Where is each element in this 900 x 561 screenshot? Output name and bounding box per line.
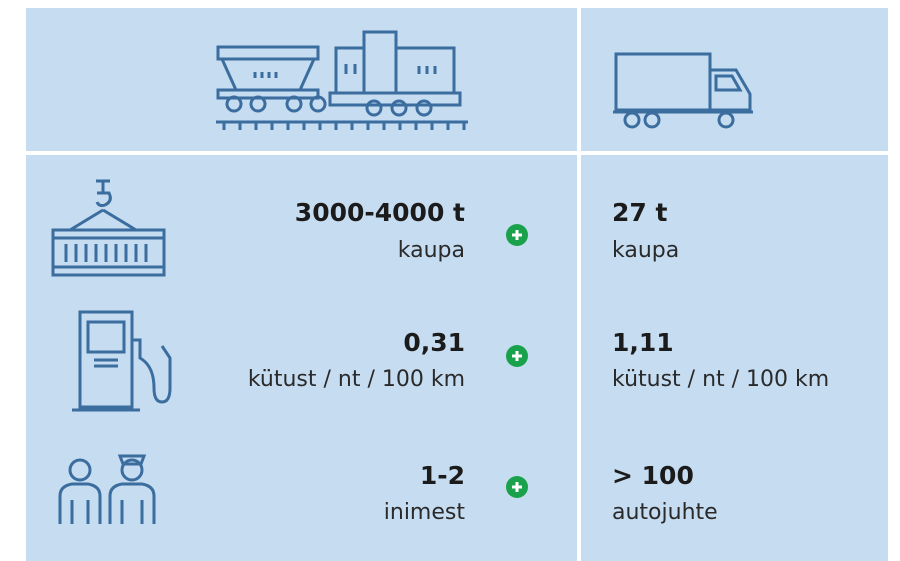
rail-value: 0,31 xyxy=(403,328,465,357)
road-unit: kaupa xyxy=(612,238,680,263)
road-unit: autojuhte xyxy=(612,500,718,525)
plus-badge xyxy=(506,476,528,498)
divider xyxy=(577,8,581,561)
road-value: 1,11 xyxy=(612,328,674,357)
fuel-icon xyxy=(72,310,172,412)
road-value: 27 t xyxy=(612,198,668,227)
truck-icon xyxy=(613,52,753,129)
rail-value: 1-2 xyxy=(419,461,465,490)
rail-value: 3000-4000 t xyxy=(294,198,465,227)
panel xyxy=(26,8,888,561)
rail-unit: kaupa xyxy=(397,238,465,263)
plus-badge xyxy=(506,345,528,367)
people-icon xyxy=(58,454,156,524)
rail-unit: kütust / nt / 100 km xyxy=(247,367,465,392)
road-unit: kütust / nt / 100 km xyxy=(612,367,830,392)
divider xyxy=(26,151,888,155)
road-value: > 100 xyxy=(612,461,694,490)
rail-unit: inimest xyxy=(383,500,465,525)
plus-badge xyxy=(506,224,528,246)
container-icon xyxy=(51,179,166,277)
train-icon xyxy=(216,30,468,130)
